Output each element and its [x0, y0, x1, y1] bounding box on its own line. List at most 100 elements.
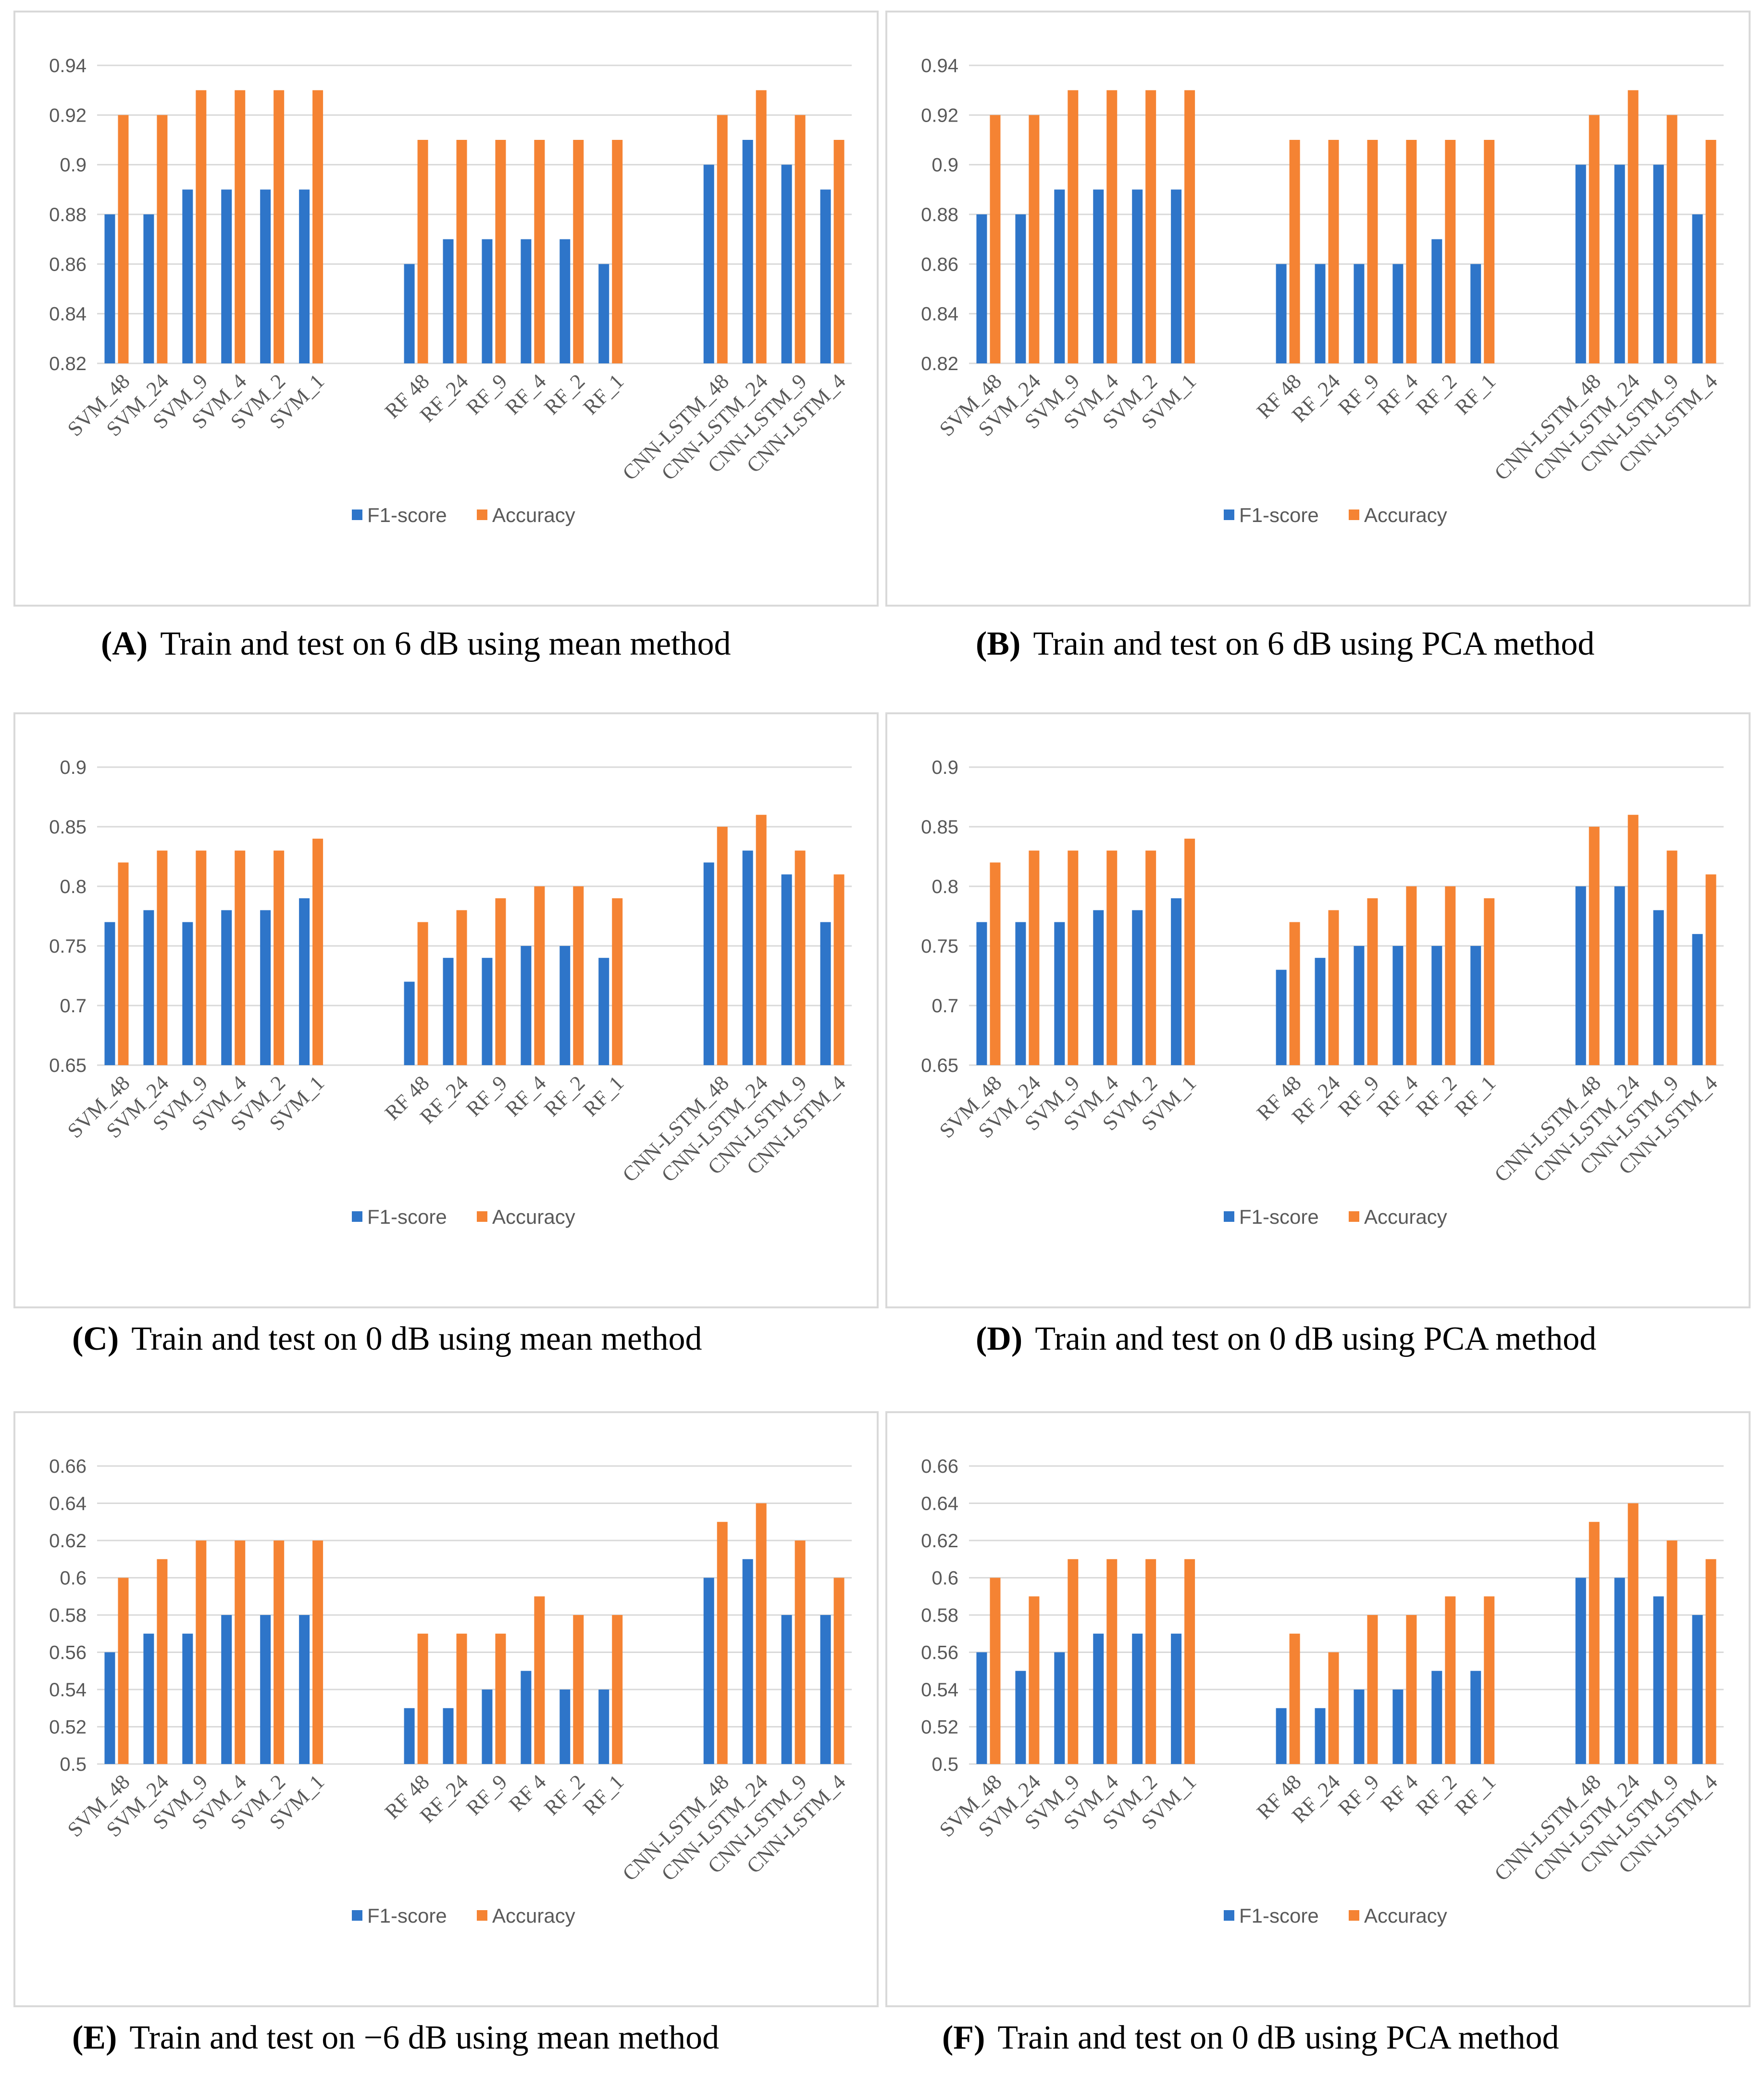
chart-panel-b: 0.82 0.84 0.86 0.88 0.9 0.92 0.94 SVM_48 SVM_24 S…	[885, 11, 1751, 607]
bar-f1	[1614, 164, 1625, 363]
caption-a: (A) Train and test on 6 dB using mean met…	[101, 625, 731, 663]
bar-f1	[1315, 957, 1326, 1065]
legend-swatch-f1	[352, 1211, 362, 1222]
x-category-label: RF_1	[1450, 1071, 1500, 1121]
caption-e-letter: (E)	[72, 2019, 117, 2056]
bar-f1	[443, 239, 454, 363]
y-tick-label: 0.65	[921, 1055, 958, 1076]
legend-swatch-f1	[352, 509, 362, 520]
x-category-label: RF_1	[578, 1071, 628, 1121]
bar-f1	[1315, 264, 1326, 363]
y-tick-label: 0.8	[60, 876, 87, 897]
caption-b: (B) Train and test on 6 dB using PCA meth…	[976, 625, 1594, 663]
chart-d-svg: 0.650.70.750.80.850.9SVM_48SVM_24SVM_9SV…	[921, 757, 1724, 1228]
bar-f1	[1276, 969, 1287, 1065]
x-category-label: RF_2	[1412, 1071, 1462, 1121]
bar-accuracy	[1484, 140, 1495, 363]
bar-f1	[221, 1615, 232, 1764]
bar-accuracy	[1666, 850, 1677, 1065]
chart-f-svg: 0.50.520.540.560.580.60.620.640.66SVM_48…	[921, 1456, 1724, 1927]
legend-swatch-accuracy	[1349, 1910, 1359, 1921]
y-tick-label: 0.92	[49, 105, 87, 126]
y-tick-label: 0.58	[49, 1605, 87, 1626]
bar-f1	[1093, 1633, 1104, 1764]
y-tick-label: 0.54	[921, 1679, 958, 1701]
bar-f1	[1653, 164, 1664, 363]
legend-label-accuracy: Accuracy	[492, 1904, 575, 1927]
bar-f1	[260, 910, 271, 1065]
bar-accuracy	[1068, 90, 1079, 363]
y-tick-label: 0.75	[49, 936, 87, 957]
y-tick-label: 0.62	[921, 1530, 958, 1552]
bar-f1	[299, 189, 310, 363]
bar-f1	[1015, 1671, 1026, 1764]
chart-panel-c: 0.65 0.7 0.75 0.8 0.85 0.9 SVM_48 SVM_24 SVM_9 SV…	[13, 712, 879, 1308]
bar-accuracy	[795, 115, 806, 364]
bar-f1	[781, 874, 792, 1065]
bar-accuracy	[990, 1578, 1001, 1764]
legend-swatch-f1	[1224, 509, 1234, 520]
y-tick-label: 0.58	[921, 1605, 958, 1626]
bar-f1	[820, 922, 831, 1065]
bar-f1	[299, 1615, 310, 1764]
bar-accuracy	[1029, 850, 1040, 1065]
bar-f1	[221, 189, 232, 363]
bar-f1	[482, 957, 493, 1065]
bar-accuracy	[1106, 850, 1118, 1065]
bar-accuracy	[795, 850, 806, 1065]
y-tick-label: 0.7	[60, 995, 87, 1017]
bar-f1	[1392, 264, 1404, 363]
legend-label-f1: F1-score	[367, 504, 447, 526]
chart-e-svg: 0.50.520.540.560.580.60.620.640.66SVM_48…	[49, 1456, 852, 1927]
bar-f1	[1054, 189, 1065, 363]
bar-f1	[703, 164, 714, 363]
x-category-label: RF_1	[578, 369, 628, 419]
y-tick-label: 0.7	[932, 995, 958, 1017]
bar-accuracy	[235, 90, 246, 363]
x-category-label: RF_1	[578, 1770, 628, 1820]
bar-accuracy	[1289, 1633, 1300, 1764]
bar-accuracy	[534, 1596, 545, 1764]
bar-f1	[260, 1615, 271, 1764]
bar-f1	[143, 214, 154, 363]
bar-accuracy	[495, 140, 506, 363]
bar-f1	[742, 1559, 753, 1764]
bar-f1	[443, 1708, 454, 1764]
y-tick-label: 0.66	[921, 1456, 958, 1477]
bar-accuracy	[612, 140, 623, 363]
y-tick-label: 0.9	[60, 757, 87, 778]
y-tick-label: 0.6	[932, 1568, 958, 1589]
bar-f1	[443, 957, 454, 1065]
y-tick-label: 0.86	[49, 254, 87, 275]
bar-f1	[1276, 264, 1287, 363]
bar-accuracy	[717, 115, 728, 364]
chart-b-svg: 0.820.840.860.880.90.920.94SVM_48SVM_24S…	[921, 55, 1724, 526]
legend-swatch-accuracy	[477, 1211, 487, 1222]
y-tick-label: 0.54	[49, 1679, 87, 1701]
x-category-label: RF_9	[462, 1071, 512, 1121]
bar-accuracy	[573, 1615, 584, 1764]
caption-c-text: Train and test on 0 dB using mean method	[131, 1320, 702, 1357]
bar-accuracy	[1627, 1503, 1639, 1764]
bar-accuracy	[1589, 115, 1600, 364]
y-tick-label: 0.88	[49, 204, 87, 225]
bar-f1	[1132, 910, 1143, 1065]
chart-panel-f: 0.5 0.52 0.54 0.56 0.58 0.6 0.62 0.64 0.66 SVM_48…	[885, 1411, 1751, 2007]
bar-f1	[703, 862, 714, 1065]
x-category-label: RF_2	[1412, 1770, 1462, 1820]
bar-f1	[1692, 214, 1703, 363]
y-tick-label: 0.9	[932, 155, 958, 176]
caption-f-text: Train and test on 0 dB using PCA method	[997, 2019, 1559, 2056]
bar-f1	[1575, 164, 1586, 363]
bar-accuracy	[196, 850, 207, 1065]
bar-accuracy	[1289, 922, 1300, 1065]
bar-f1	[976, 922, 987, 1065]
bar-accuracy	[456, 1633, 467, 1764]
caption-e-text: Train and test on −6 dB using mean metho…	[129, 2019, 720, 2056]
bar-accuracy	[235, 1541, 246, 1764]
legend-label-f1: F1-score	[367, 1205, 447, 1228]
bar-f1	[221, 910, 232, 1065]
bar-accuracy	[990, 862, 1001, 1065]
bar-accuracy	[1029, 115, 1040, 364]
bar-accuracy	[1184, 1559, 1195, 1764]
